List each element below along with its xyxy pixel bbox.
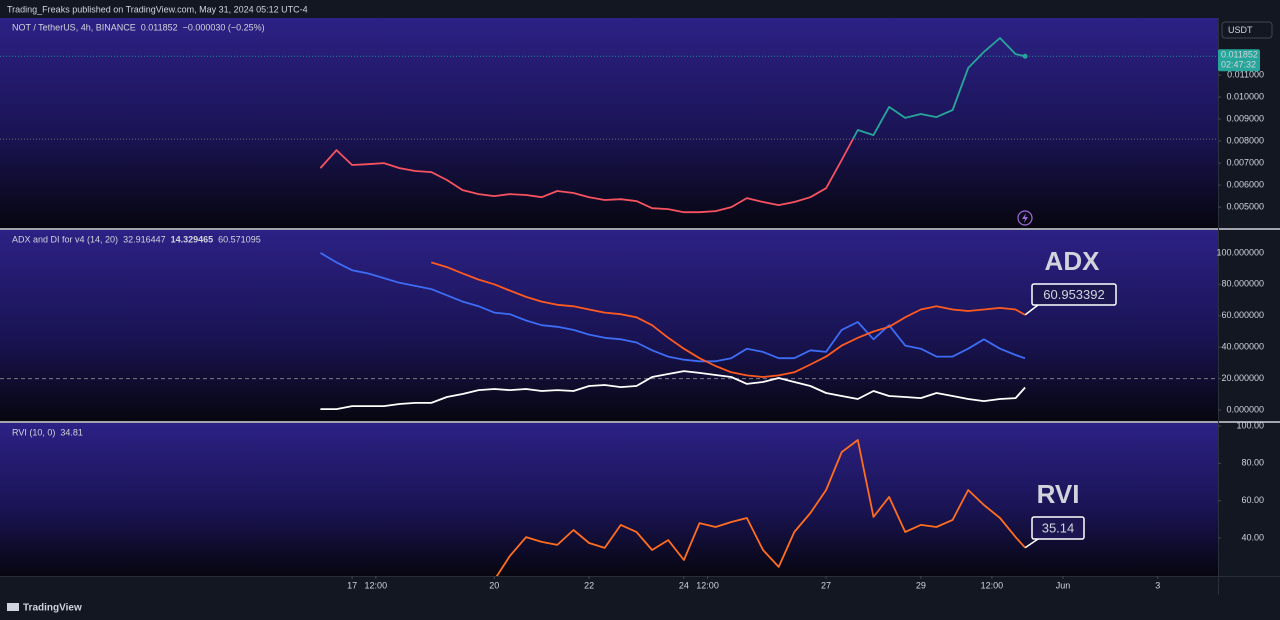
alert-icon[interactable] [1017,210,1033,226]
annotation-value: 60.953392 [1043,287,1104,302]
x-tick-label: 22 [584,580,594,590]
currency[interactable]: USDT [1228,25,1253,35]
panel-rvi [0,423,1218,576]
last-price-dot [1022,53,1028,59]
countdown: 02:47:32 [1221,60,1256,70]
y-tick-label: 100.000000 [1216,247,1264,257]
x-tick-label: Jun [1056,580,1071,590]
x-tick-label: 27 [821,580,831,590]
y-tick-label: 0.007000 [1226,157,1264,167]
series-line [495,439,1026,576]
legend-text: RVI (10, 0) [12,427,55,437]
legend-text: NOT / TetherUS, 4h, BINANCE [12,22,136,32]
y-tick-label: 0.010000 [1226,91,1264,101]
panel-price [0,18,1218,228]
legend-text: 14.329465 [171,234,214,244]
y-tick-label: 0.011000 [1227,69,1264,79]
x-tick-label: 20 [489,580,499,590]
series-line [319,252,1026,363]
annotation-value: 35.14 [1042,520,1075,535]
series-line [431,261,1026,378]
y-tick-label: 0.000000 [1226,404,1264,414]
series-line [320,370,1026,410]
y-tick-label: 80.00 [1241,458,1264,468]
x-tick-label: 29 [916,580,926,590]
legend-text: 0.011852 [141,22,178,32]
annotation-box [1031,283,1117,306]
x-tick-label: 12:00 [696,580,719,590]
annotation-title: RVI [1037,479,1080,509]
annotation-box [1031,516,1085,540]
price-badge [1218,49,1260,72]
price-badge-value: 0.011852 [1221,50,1258,60]
x-tick-label: 17 [347,580,357,590]
x-tick-label: 3 [1155,580,1160,590]
legend-text: ADX and DI for v4 (14, 20) [12,234,118,244]
legend-text: −0.000030 (−0.25%) [183,22,265,32]
y-tick-label: 60.00 [1241,495,1264,505]
x-tick-label: 24 [679,580,689,590]
publisher: Trading_Freaks published on TradingView.… [7,4,308,14]
brand: TradingView [23,603,82,614]
y-tick-label: 60.000000 [1221,310,1264,320]
y-tick-label: 40.00 [1241,532,1264,542]
y-tick-label: 0.006000 [1226,179,1264,189]
y-tick-label: 0.008000 [1226,135,1264,145]
legend-text: 32.916447 [123,234,166,244]
panel-adx [0,230,1218,421]
legend-text: 60.571095 [218,234,261,244]
y-tick-label: 80.000000 [1221,279,1264,289]
annotation-title: ADX [1045,246,1101,276]
y-tick-label: 0.009000 [1226,113,1264,123]
callout-pointer [1024,538,1039,549]
x-tick-label: 12:00 [981,580,1004,590]
y-tick-label: 100.00 [1236,420,1264,430]
x-tick-label: 12:00 [365,580,388,590]
brand-logo [7,603,19,611]
y-tick-label: 0.005000 [1226,201,1264,211]
currency-button[interactable] [1221,21,1273,39]
alert-icon-bolt [1022,213,1028,223]
y-tick-label: 20.000000 [1221,373,1264,383]
legend-text: 34.81 [60,427,83,437]
series-line [319,37,1026,214]
callout-pointer [1024,304,1039,316]
y-tick-label: 40.000000 [1221,342,1264,352]
